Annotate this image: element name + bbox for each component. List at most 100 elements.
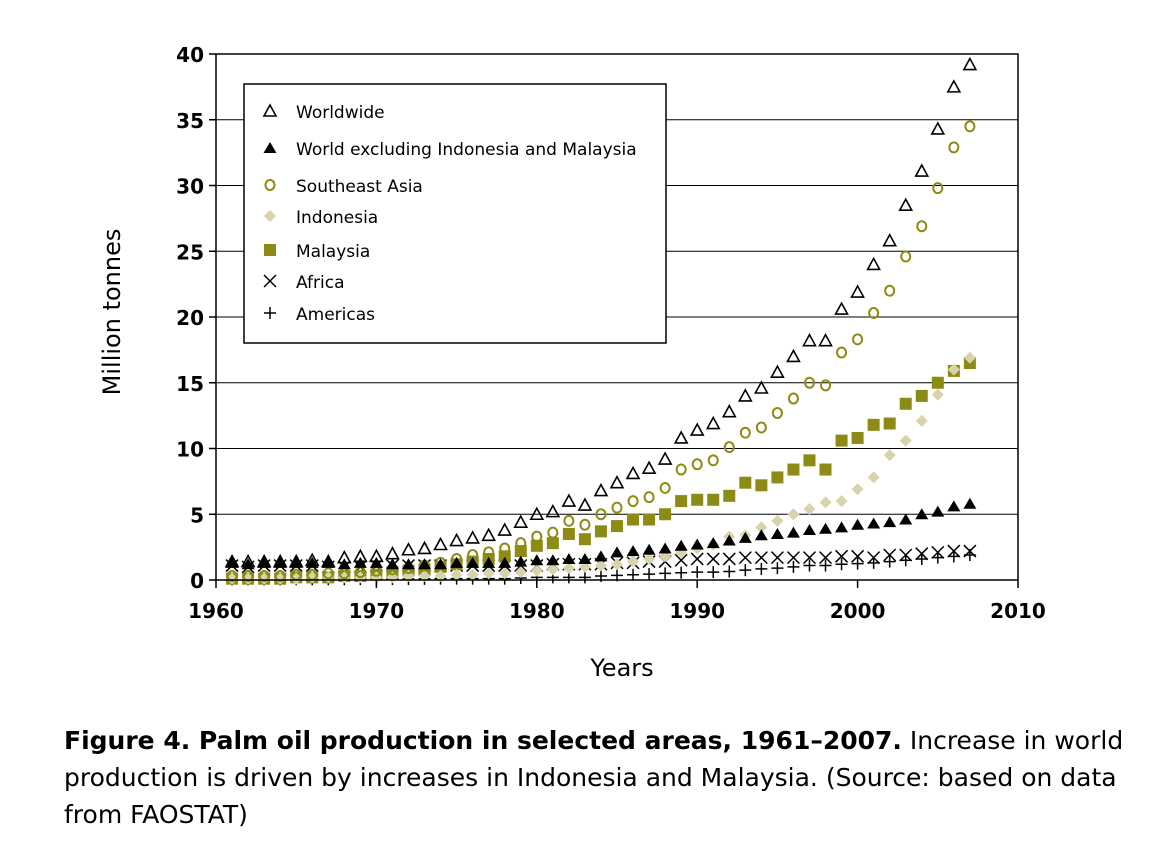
data-point (578, 552, 592, 564)
data-point (274, 570, 286, 583)
data-point (930, 121, 946, 135)
data-point (675, 463, 687, 476)
data-point (835, 558, 848, 571)
data-point (434, 570, 447, 583)
y-tick-label: 5 (190, 503, 204, 527)
legend-marker (263, 274, 277, 288)
data-point (322, 567, 334, 580)
data-point (802, 332, 817, 347)
data-point (803, 376, 815, 389)
data-point (931, 551, 944, 564)
data-point (867, 556, 880, 569)
data-point (675, 566, 688, 579)
data-point (755, 479, 768, 492)
legend-marker (262, 103, 278, 117)
legend-label: Indonesia (296, 208, 378, 228)
data-point (946, 79, 962, 93)
data-point (852, 333, 864, 346)
legend-label: Worldwide (296, 103, 385, 123)
data-point (530, 539, 543, 552)
data-point (851, 483, 864, 496)
data-point (242, 572, 255, 585)
data-point (915, 414, 928, 427)
data-point (273, 556, 287, 568)
data-point (723, 565, 736, 578)
data-point (818, 332, 833, 347)
series-indonesia (226, 351, 976, 585)
data-point (819, 463, 832, 476)
data-point (707, 454, 719, 467)
data-point (353, 548, 368, 563)
data-point (771, 562, 784, 575)
data-point (641, 460, 657, 475)
data-point (545, 503, 561, 518)
data-point (547, 526, 559, 539)
data-point (594, 559, 607, 572)
data-point (593, 482, 609, 497)
data-point (563, 514, 575, 527)
data-point (466, 556, 480, 568)
data-point (337, 558, 351, 570)
data-point (883, 516, 897, 528)
data-point (514, 566, 527, 579)
data-point (369, 556, 383, 568)
data-point (657, 451, 673, 465)
data-point (482, 556, 496, 568)
data-point (643, 568, 656, 581)
data-point (578, 533, 591, 546)
data-point (497, 522, 513, 536)
data-point (674, 539, 688, 551)
data-point (226, 572, 239, 585)
data-point (514, 555, 528, 567)
legend-marker (264, 244, 276, 256)
data-point (274, 572, 287, 585)
legend-marker (264, 307, 276, 319)
data-point (835, 549, 849, 563)
data-point (962, 56, 978, 71)
data-point (289, 556, 303, 568)
data-point (738, 531, 752, 543)
data-point (529, 506, 545, 521)
data-point (579, 518, 591, 531)
data-point (226, 570, 238, 583)
x-axis-title: Years (589, 654, 653, 682)
legend-label: Southeast Asia (296, 177, 423, 197)
data-point (947, 500, 961, 512)
data-point (883, 555, 896, 568)
data-point (256, 553, 272, 568)
data-point (417, 540, 432, 555)
data-point (498, 567, 511, 580)
data-point (771, 471, 784, 484)
data-point (626, 545, 640, 557)
legend-label: Africa (296, 273, 345, 293)
data-point (450, 556, 464, 568)
data-point (883, 449, 896, 462)
data-point (819, 522, 833, 534)
data-point (515, 537, 527, 550)
data-point (770, 364, 785, 379)
data-point (706, 552, 720, 566)
data-point (288, 553, 304, 568)
series-worldwide (224, 56, 978, 568)
x-tick-label: 1960 (188, 599, 244, 623)
data-point (498, 556, 512, 568)
data-point (707, 493, 720, 506)
y-tick-label: 25 (176, 240, 204, 264)
data-point (898, 197, 914, 212)
legend-box (243, 83, 667, 344)
data-point (867, 418, 880, 431)
data-point (625, 465, 641, 480)
data-point (611, 520, 623, 533)
legend-label: Malaysia (296, 242, 370, 262)
y-axis-title: Million tonnes (98, 229, 126, 396)
data-point (594, 525, 607, 538)
data-point (224, 553, 240, 568)
data-point (675, 495, 688, 508)
data-point (931, 376, 944, 389)
data-point (835, 434, 848, 447)
data-point (754, 529, 768, 541)
data-point (851, 549, 865, 563)
data-point (401, 558, 415, 570)
data-point (707, 566, 720, 579)
data-point (304, 552, 320, 567)
